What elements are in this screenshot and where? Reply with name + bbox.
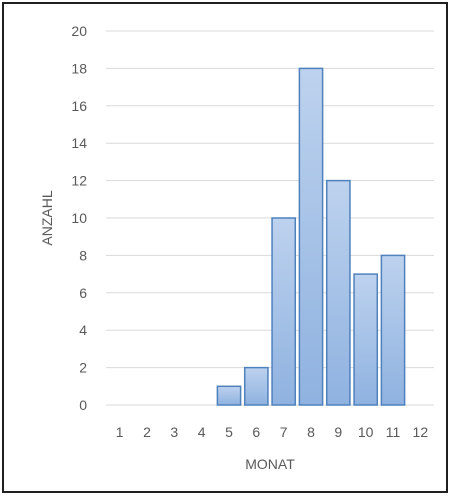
- chart-frame: [2, 2, 448, 493]
- x-axis-ticks: 1 2 3 4 5 6 7 8 9 10 11 12: [116, 424, 429, 440]
- x-tick-label: 8: [307, 424, 315, 440]
- x-axis-title: MONAT: [245, 456, 295, 472]
- y-axis-ticks: 0 2 4 6 8 10 12 14 16 18 20: [71, 23, 87, 413]
- bar-6: [243, 366, 269, 406]
- y-tick-label: 8: [79, 247, 87, 263]
- y-tick-label: 2: [79, 360, 87, 376]
- y-tick-label: 16: [71, 98, 87, 114]
- bar-9: [325, 179, 351, 406]
- x-tick-label: 7: [280, 424, 288, 440]
- x-tick-label: 12: [413, 424, 429, 440]
- y-tick-label: 6: [79, 285, 87, 301]
- gridlines: [106, 30, 434, 406]
- x-tick-label: 1: [116, 424, 124, 440]
- x-tick-label: 4: [198, 424, 206, 440]
- bar-7: [271, 217, 297, 406]
- bar-10: [353, 273, 379, 406]
- y-axis-title: ANZAHL: [39, 190, 55, 245]
- y-tick-label: 14: [71, 135, 87, 151]
- x-tick-label: 11: [386, 424, 401, 440]
- x-tick-label: 10: [358, 424, 374, 440]
- x-tick-label: 2: [143, 424, 151, 440]
- x-tick-label: 9: [334, 424, 342, 440]
- y-tick-label: 12: [71, 173, 87, 189]
- bars: [216, 67, 406, 406]
- y-tick-label: 4: [79, 322, 87, 338]
- bar-5: [216, 385, 242, 406]
- bar-11: [380, 254, 406, 406]
- x-tick-label: 5: [225, 424, 233, 440]
- bar-8: [298, 67, 324, 406]
- y-tick-label: 10: [71, 210, 87, 226]
- x-tick-label: 3: [170, 424, 178, 440]
- y-tick-label: 20: [71, 23, 87, 39]
- y-tick-label: 18: [71, 60, 87, 76]
- y-tick-label: 0: [79, 397, 87, 413]
- x-tick-label: 6: [252, 424, 260, 440]
